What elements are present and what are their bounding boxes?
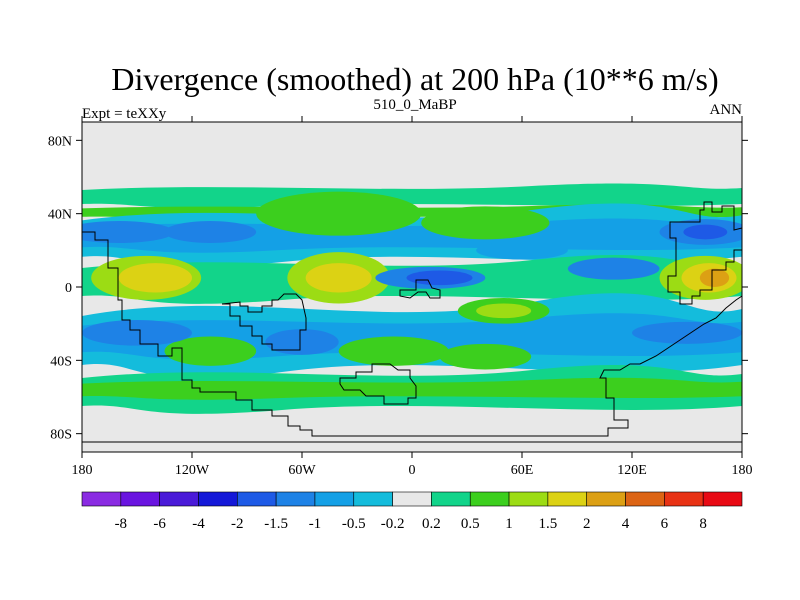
colorbar-swatch-16 <box>702 491 743 507</box>
field-band-0 <box>82 183 742 208</box>
colorbar-label-2: -4 <box>192 516 205 532</box>
colorbar-swatch-14 <box>625 491 665 507</box>
field-blob-8 <box>476 303 532 319</box>
field-blob-9 <box>164 336 257 366</box>
case-label: 510_0_MaBP <box>373 97 456 113</box>
colorbar-swatch-10 <box>469 491 510 507</box>
field-blob-11 <box>421 206 550 240</box>
colorbar-swatch-7 <box>353 491 393 507</box>
field-blob-21 <box>265 329 339 355</box>
x-tick-label-2: 60W <box>288 463 316 478</box>
x-tick-label-6: 180 <box>732 463 753 478</box>
colorbar-swatch-3 <box>198 491 238 507</box>
colorbar-swatch-1 <box>120 491 160 507</box>
field-blob-16 <box>82 221 174 243</box>
colorbar-swatch-0 <box>81 491 122 507</box>
colorbar-swatch-9 <box>431 491 471 507</box>
colorbar-swatch-2 <box>159 491 199 507</box>
field-blob-10 <box>256 191 422 236</box>
colorbar-label-3: -2 <box>231 516 244 532</box>
colorbar: -8 -6 -4 -2 -1.5 -1 -0.5 -0.2 0.2 0.5 1 1.5 2 4 6 8 <box>81 491 743 532</box>
field-blob-3 <box>305 263 372 293</box>
field-blob-24 <box>476 241 568 260</box>
x-tick-label-1: 120W <box>175 463 210 478</box>
field-blob-13 <box>439 343 532 370</box>
field-blob-19 <box>164 221 257 243</box>
colorbar-label-6: -0.5 <box>342 516 366 532</box>
axis-ticks: 180 120W 60W 0 60E 120E 180 80N 40N 0 40S 80S <box>48 116 753 478</box>
y-tick-label-3: 40S <box>50 354 72 369</box>
colorbar-label-8: 0.2 <box>422 516 441 532</box>
y-tick-label-0: 80N <box>48 134 72 149</box>
field-blob-1 <box>118 263 192 293</box>
colorbar-label-1: -6 <box>153 516 166 532</box>
x-tick-label-5: 120E <box>617 463 647 478</box>
colorbar-label-9: 0.5 <box>461 516 480 532</box>
colorbar-swatch-4 <box>236 491 277 507</box>
colorbar-label-0: -8 <box>115 516 128 532</box>
colorbar-label-11: 1.5 <box>539 516 558 532</box>
colorbar-label-15: 8 <box>699 516 707 532</box>
x-tick-label-3: 0 <box>409 463 416 478</box>
field-blob-6 <box>699 268 730 288</box>
colorbar-label-14: 6 <box>661 516 669 532</box>
map-plot-area: 180 120W 60W 0 60E 120E 180 80N 40N 0 40S 80S <box>48 116 753 478</box>
colorbar-label-4: -1.5 <box>264 516 288 532</box>
colorbar-swatch-13 <box>586 491 626 507</box>
colorbar-swatch-12 <box>547 491 588 507</box>
field-blob-22 <box>632 321 742 344</box>
land-outline <box>82 201 742 443</box>
y-tick-label-4: 80S <box>50 428 72 443</box>
colorbar-swatch-11 <box>508 491 549 507</box>
x-tick-label-0: 180 <box>72 463 93 478</box>
field-blob-18 <box>683 224 728 240</box>
x-tick-label-4: 60E <box>511 463 534 478</box>
experiment-label: Expt = teXXy <box>82 106 167 122</box>
colorbar-swatch-15 <box>664 491 704 507</box>
field-blob-12 <box>338 336 449 366</box>
colorbar-label-12: 2 <box>583 516 591 532</box>
divergence-blobs <box>82 191 742 370</box>
y-tick-label-1: 40N <box>48 208 72 223</box>
colorbar-swatch-8 <box>392 491 432 507</box>
colorbar-label-10: 1 <box>505 516 513 532</box>
field-blob-23 <box>567 257 660 280</box>
colorbar-swatch-5 <box>275 491 316 507</box>
colorbar-swatch-6 <box>314 491 355 507</box>
field-blob-15 <box>406 270 473 286</box>
colorbar-label-13: 4 <box>622 516 630 532</box>
y-tick-label-2: 0 <box>65 281 72 296</box>
colorbar-label-5: -1 <box>309 516 322 532</box>
colorbar-label-7: -0.2 <box>381 516 405 532</box>
field-band-8 <box>82 377 742 400</box>
chart-title: Divergence (smoothed) at 200 hPa (10**6 … <box>111 61 718 97</box>
season-label: ANN <box>710 102 743 118</box>
field-blob-20 <box>82 320 192 346</box>
